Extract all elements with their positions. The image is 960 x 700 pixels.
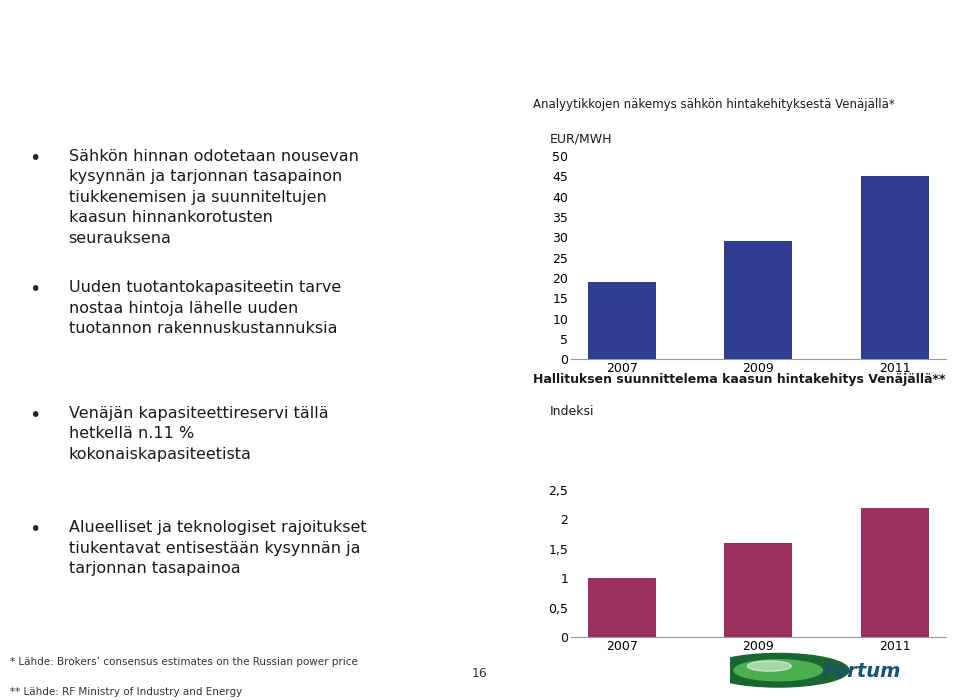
Text: •: • [29,280,40,299]
Text: Sähkön hinnan odotetaan nousevan
kysynnän ja tarjonnan tasapainon
tiukkenemisen : Sähkön hinnan odotetaan nousevan kysynnä… [69,149,358,246]
Text: ** Lähde: RF Ministry of Industry and Energy: ** Lähde: RF Ministry of Industry and En… [10,687,242,697]
Text: •: • [29,520,40,540]
Circle shape [708,654,849,687]
Text: Hallituksen suunnittelema kaasun hintakehitys Venäjällä**: Hallituksen suunnittelema kaasun hintake… [533,373,946,386]
Text: •: • [29,149,40,168]
Bar [725,543,792,637]
Text: Indeksi: Indeksi [549,405,594,419]
Text: Venäjän kapasiteettireservi tällä
hetkellä n.11 %
kokonaiskapasiteetista: Venäjän kapasiteettireservi tällä hetkel… [69,406,328,461]
Text: Uuden tuotantokapasiteetin tarve
nostaa hintoja lähelle uuden
tuotannon rakennus: Uuden tuotantokapasiteetin tarve nostaa … [69,280,341,336]
Bar [725,241,792,359]
Text: * Lähde: Brokers’ consensus estimates on the Russian power price: * Lähde: Brokers’ consensus estimates on… [10,657,357,667]
Text: EUR/MWH: EUR/MWH [549,133,612,146]
Bar [860,176,928,359]
Bar [588,282,657,359]
Text: Analyytikkojen näkemys sähkön hintakehityksestä Venäjällä*: Analyytikkojen näkemys sähkön hintakehit… [533,98,895,111]
Circle shape [734,659,823,680]
Circle shape [747,661,791,671]
Text: 16: 16 [472,666,488,680]
Bar [860,508,928,637]
Text: Alueelliset ja teknologiset rajoitukset
tiukentavat entisestään kysynnän ja
tarj: Alueelliset ja teknologiset rajoitukset … [69,520,367,576]
Text: Fortum: Fortum [823,662,901,681]
Text: Positiiviset hintakehitysnäkymät: Positiiviset hintakehitysnäkymät [24,37,588,66]
Text: •: • [29,406,40,425]
Bar [588,578,657,637]
